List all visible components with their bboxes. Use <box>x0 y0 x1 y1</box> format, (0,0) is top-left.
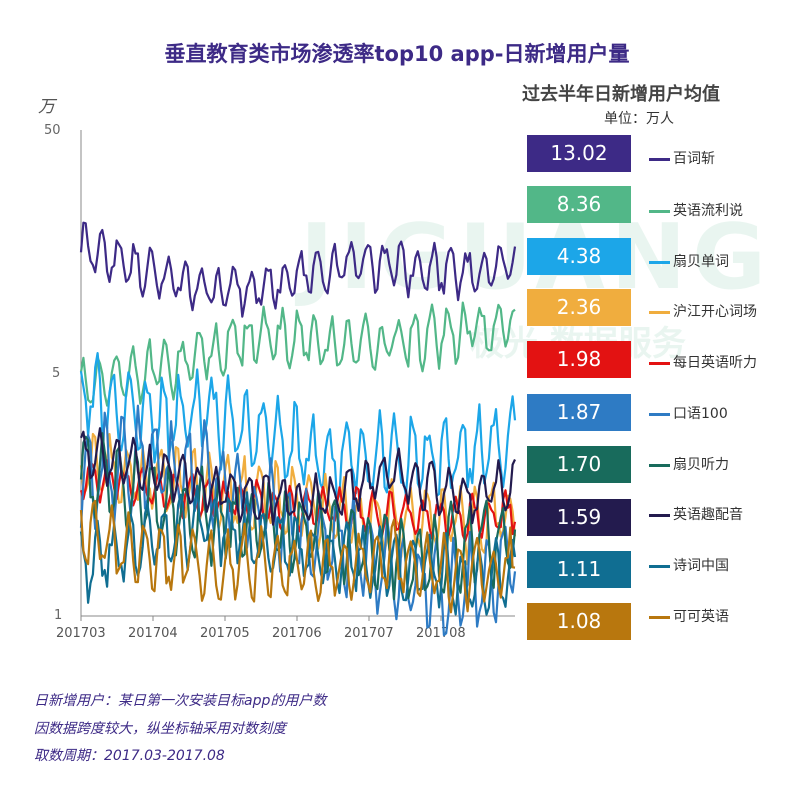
average-box-0: 13.02 <box>527 135 631 172</box>
average-box-1: 8.36 <box>527 186 631 223</box>
average-box-7: 1.59 <box>527 499 631 536</box>
legend-swatch <box>649 615 670 619</box>
series-line-1 <box>79 301 516 407</box>
average-box-6: 1.70 <box>527 446 631 483</box>
y-tick-label: 5 <box>52 366 61 381</box>
x-tick-label: 201703 <box>56 626 106 641</box>
legend-item: 扇贝听力 <box>649 454 729 474</box>
legend-swatch <box>649 564 670 568</box>
average-box-5: 1.87 <box>527 394 631 431</box>
legend-label: 沪江开心词场 <box>673 304 757 320</box>
legend-item: 百词斩 <box>649 148 715 168</box>
legend-label: 口语100 <box>673 406 728 422</box>
series-line-8 <box>79 484 517 616</box>
legend-item: 口语100 <box>649 403 728 423</box>
footnote: 因数据跨度较大，纵坐标轴采用对数刻度 <box>34 721 286 737</box>
y-tick-label: 1 <box>54 608 63 623</box>
series-line-6 <box>79 432 517 601</box>
x-tick-label: 201705 <box>200 626 250 641</box>
legend-label: 英语趣配音 <box>673 507 743 523</box>
legend-label: 百词斩 <box>673 151 715 167</box>
footnote: 日新增用户：某日第一次安装目标app的用户数 <box>34 693 327 709</box>
legend-swatch <box>649 157 670 161</box>
legend-item: 沪江开心词场 <box>649 301 757 321</box>
legend-label: 扇贝单词 <box>673 254 729 270</box>
series-line-0 <box>79 221 517 318</box>
y-axis-unit-label: 万 <box>38 97 55 117</box>
legend-item: 可可英语 <box>649 606 729 626</box>
legend-item: 诗词中国 <box>649 555 729 575</box>
series-line-9 <box>79 499 516 614</box>
legend-swatch <box>649 513 670 517</box>
legend-item: 每日英语听力 <box>649 352 757 372</box>
legend-label: 每日英语听力 <box>673 355 757 371</box>
legend-swatch <box>649 463 670 467</box>
legend-label: 英语流利说 <box>673 203 743 219</box>
average-box-3: 2.36 <box>527 289 631 326</box>
legend-swatch <box>649 412 670 416</box>
series-line-2 <box>79 352 517 502</box>
y-tick-label: 50 <box>44 123 61 138</box>
chart-title: 垂直教育类市场渗透率top10 app-日新增用户量 <box>164 42 630 66</box>
legend-item: 英语趣配音 <box>649 504 743 524</box>
average-panel-heading: 过去半年日新增用户均值 <box>522 84 720 105</box>
legend-label: 可可英语 <box>673 609 729 625</box>
x-tick-label: 201708 <box>416 626 466 641</box>
legend-swatch <box>649 361 670 365</box>
legend-label: 诗词中国 <box>673 558 729 574</box>
legend-label: 扇贝听力 <box>673 457 729 473</box>
x-tick-label: 201706 <box>272 626 322 641</box>
average-box-4: 1.98 <box>527 341 631 378</box>
legend-item: 英语流利说 <box>649 200 743 220</box>
average-box-8: 1.11 <box>527 551 631 588</box>
legend-swatch <box>649 310 670 314</box>
footnote: 取数周期：2017.03-2017.08 <box>34 748 225 764</box>
legend-swatch <box>649 209 670 213</box>
legend-item: 扇贝单词 <box>649 251 729 271</box>
x-tick-label: 201704 <box>128 626 178 641</box>
average-box-9: 1.08 <box>527 603 631 640</box>
x-tick-label: 201707 <box>344 626 394 641</box>
legend-swatch <box>649 260 670 264</box>
average-panel-unit: 单位：万人 <box>604 111 674 127</box>
series-line-7 <box>79 427 516 526</box>
average-box-2: 4.38 <box>527 238 631 275</box>
